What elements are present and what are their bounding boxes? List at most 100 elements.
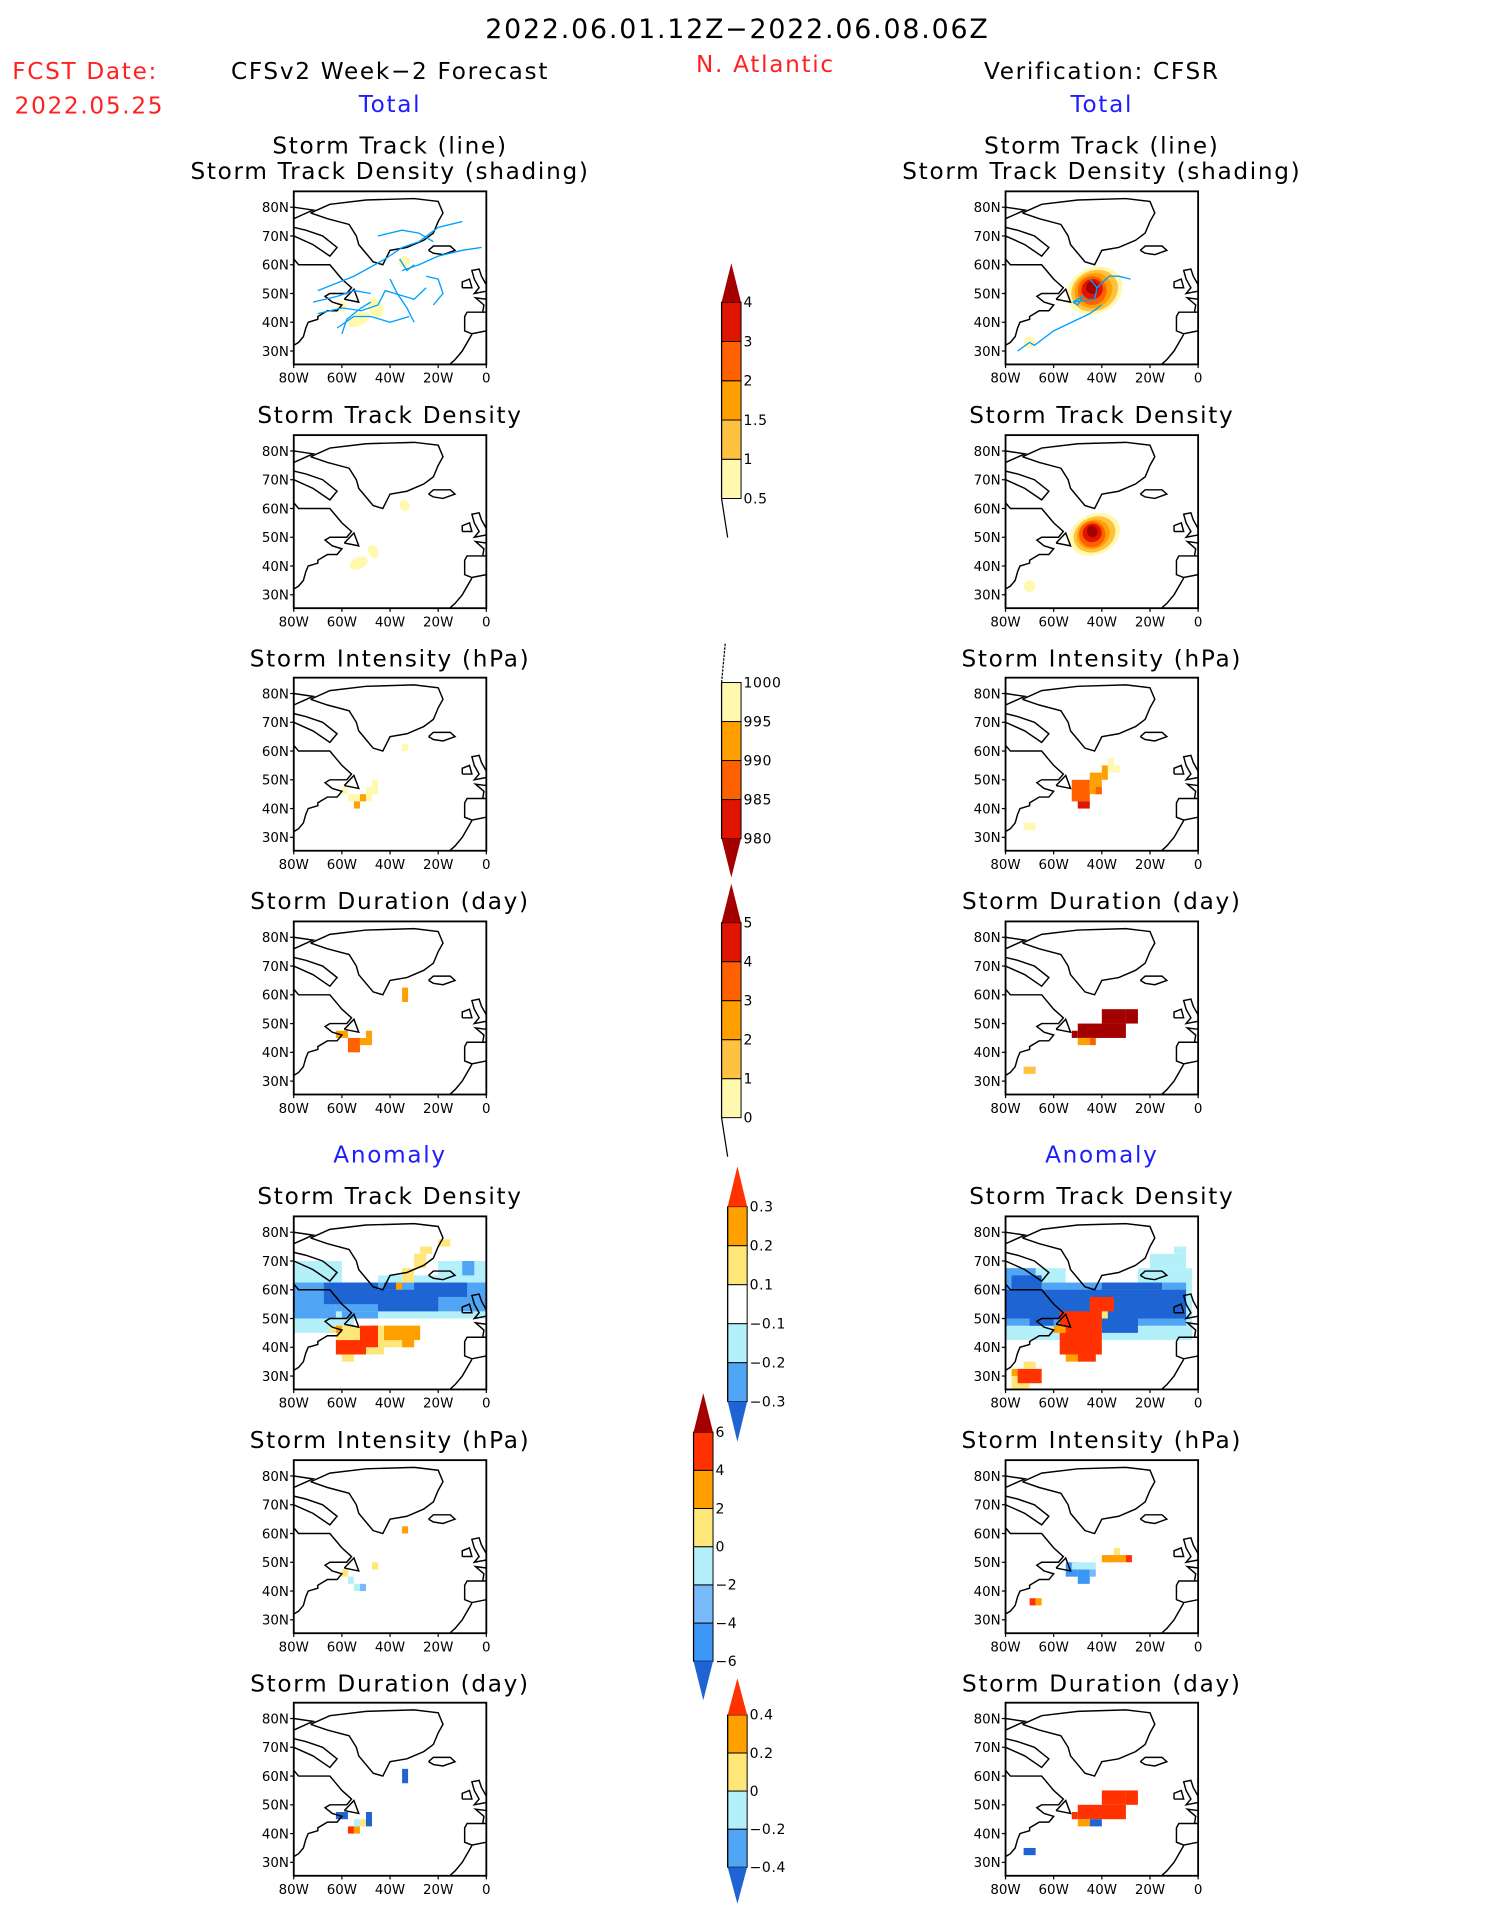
lon-tick-label: 20W bbox=[423, 1640, 453, 1655]
coastline bbox=[1161, 1358, 1185, 1390]
lon-tick-label: 0 bbox=[1194, 1883, 1203, 1898]
colorbar-label: 4 bbox=[744, 955, 754, 971]
lon-tick-label: 60W bbox=[327, 1640, 357, 1655]
lat-tick-label: 70N bbox=[974, 960, 1001, 975]
coastline bbox=[1022, 1709, 1156, 1777]
panel-title: Storm Duration (day) bbox=[962, 1672, 1242, 1698]
grid-cell bbox=[1005, 1340, 1042, 1348]
colorbar-label: 985 bbox=[744, 792, 773, 808]
coastline bbox=[1139, 731, 1169, 742]
lat-tick-label: 70N bbox=[262, 1741, 289, 1756]
coastline bbox=[1022, 441, 1156, 510]
colorbar-segment bbox=[693, 1546, 714, 1586]
coastline bbox=[1005, 206, 1028, 220]
lat-tick-label: 60N bbox=[974, 1770, 1001, 1785]
coastline bbox=[470, 1536, 487, 1564]
panel-title: Storm Track Density bbox=[257, 1184, 522, 1210]
coastline bbox=[293, 470, 339, 501]
storm-track-line bbox=[401, 246, 482, 272]
grid-cell bbox=[353, 1819, 360, 1827]
lat-tick-label: 40N bbox=[974, 1341, 1001, 1356]
lon-tick-label: 40W bbox=[1087, 1397, 1117, 1412]
lat-tick-label: 70N bbox=[262, 716, 289, 731]
date-range-title: 2022.06.01.12Z−2022.06.08.06Z bbox=[485, 14, 989, 45]
coastline bbox=[1184, 1565, 1199, 1582]
lon-tick-label: 0 bbox=[1194, 1397, 1203, 1412]
total-section-label-right: Total bbox=[1070, 92, 1134, 118]
lon-tick-label: 80W bbox=[990, 858, 1020, 873]
lon-tick-label: 40W bbox=[375, 1397, 405, 1412]
lon-tick-label: 80W bbox=[990, 1883, 1020, 1898]
grid-cell bbox=[1149, 1253, 1187, 1269]
lat-tick-label: 40N bbox=[262, 1046, 289, 1061]
colorbar-segment bbox=[727, 1752, 748, 1792]
lat-tick-label: 70N bbox=[262, 960, 289, 975]
lon-tick-label: 0 bbox=[482, 1102, 491, 1117]
lat-tick-label: 80N bbox=[974, 445, 1001, 460]
storm-track-line bbox=[1089, 278, 1098, 289]
lat-tick-label: 80N bbox=[974, 1712, 1001, 1727]
colorbar-segment bbox=[721, 1000, 742, 1041]
colorbar-label: 0.4 bbox=[750, 1708, 774, 1724]
lat-tick-label: 60N bbox=[262, 502, 289, 517]
coastline bbox=[1139, 1514, 1169, 1525]
coastline bbox=[1139, 975, 1169, 986]
coastline bbox=[310, 441, 444, 510]
colorbar-label: −0.3 bbox=[750, 1395, 786, 1411]
lon-tick-label: 80W bbox=[990, 372, 1020, 387]
grid-cell bbox=[1071, 779, 1090, 802]
coastline bbox=[1184, 1026, 1199, 1043]
grid-cell bbox=[341, 1311, 379, 1319]
lat-tick-label: 70N bbox=[974, 716, 1001, 731]
grid-cell bbox=[1089, 1296, 1114, 1312]
lon-tick-label: 40W bbox=[375, 372, 405, 387]
grid-cell bbox=[1101, 1555, 1114, 1563]
storm-track-line bbox=[389, 278, 415, 323]
density-shading bbox=[349, 556, 368, 570]
colorbar-segment bbox=[693, 1431, 714, 1471]
grid-cell bbox=[1101, 765, 1108, 780]
lon-tick-label: 80W bbox=[990, 1397, 1020, 1412]
lon-tick-label: 20W bbox=[423, 372, 453, 387]
lat-tick-label: 30N bbox=[262, 831, 289, 846]
lon-tick-label: 0 bbox=[1194, 1102, 1203, 1117]
colorbar-label: −4 bbox=[715, 1616, 737, 1632]
lon-tick-label: 0 bbox=[482, 1397, 491, 1412]
lat-tick-label: 50N bbox=[262, 1017, 289, 1032]
grid-cell bbox=[347, 794, 360, 802]
colorbar-label: 995 bbox=[744, 714, 773, 730]
colorbar-label: 0 bbox=[744, 1111, 754, 1127]
lat-tick-label: 50N bbox=[974, 1312, 1001, 1327]
grid-cell bbox=[1113, 765, 1120, 773]
colorbar-label: 0 bbox=[715, 1540, 725, 1556]
grid-cell bbox=[1077, 1037, 1090, 1046]
colorbar-arrow-top bbox=[721, 263, 742, 303]
colorbar-label: 1 bbox=[744, 1072, 754, 1088]
coastline bbox=[1182, 998, 1199, 1025]
grid-cell bbox=[359, 1037, 372, 1046]
colorbar-label: 1000 bbox=[744, 675, 782, 691]
coastline bbox=[1161, 577, 1185, 609]
colorbar-label: 0.2 bbox=[750, 1746, 774, 1762]
panel-title: Storm Track Density (shading) bbox=[902, 159, 1301, 185]
lon-tick-label: 0 bbox=[482, 615, 491, 630]
colorbar-tail bbox=[720, 498, 729, 538]
colorbar-segment bbox=[721, 721, 742, 762]
grid-cell bbox=[1029, 1598, 1036, 1606]
grid-cell bbox=[1023, 822, 1036, 831]
grid-cell bbox=[1023, 1066, 1036, 1074]
coastline bbox=[470, 511, 487, 539]
coastline bbox=[1022, 684, 1156, 752]
density-shading bbox=[398, 256, 411, 268]
grid-cell bbox=[371, 1562, 379, 1570]
lon-tick-label: 0 bbox=[482, 1640, 491, 1655]
lat-tick-label: 80N bbox=[262, 931, 289, 946]
coastline bbox=[343, 1799, 360, 1815]
coastline bbox=[473, 1321, 487, 1338]
grid-cell bbox=[353, 1583, 360, 1592]
grid-cell bbox=[1089, 1569, 1096, 1577]
lat-tick-label: 80N bbox=[262, 445, 289, 460]
colorbar-arrow-top bbox=[727, 1678, 748, 1715]
grid-cell bbox=[1089, 1037, 1096, 1046]
coastline bbox=[1005, 1527, 1065, 1615]
